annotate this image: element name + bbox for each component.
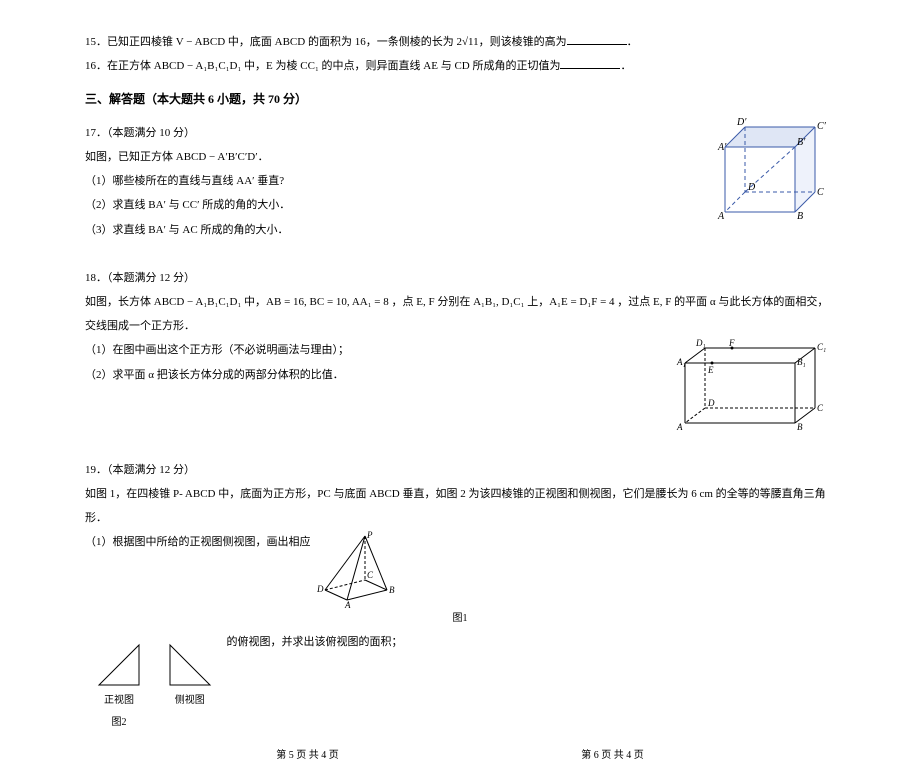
svg-text:A₁: A₁ <box>676 357 686 367</box>
svg-text:C: C <box>367 570 374 580</box>
svg-text:B₁: B₁ <box>797 357 806 367</box>
blank <box>560 57 620 69</box>
svg-text:B: B <box>389 585 395 595</box>
svg-text:C₁: C₁ <box>817 342 826 352</box>
footer-left: 第 5 页 共 4 页 <box>276 750 339 761</box>
svg-text:C: C <box>817 187 824 198</box>
question-16: 16．在正方体 ABCD − A₁B₁C₁D₁ 中，E 为棱 CC₁ 的中点，则… <box>85 54 835 78</box>
svg-text:A: A <box>676 422 683 432</box>
svg-text:A: A <box>717 211 725 222</box>
q17-sub2: （2）求直线 BA′ 与 CC′ 所成的角的大小． <box>85 193 687 217</box>
q19-lead: 如图 1，在四棱锥 P- ABCD 中，底面为正方形，PC 与底面 ABCD 垂… <box>85 482 835 530</box>
exam-page: 15．已知正四棱锥 V − ABCD 中，底面 ABCD 的面积为 16，一条侧… <box>0 0 920 767</box>
caption-fig2: 图2 <box>89 712 149 734</box>
svg-text:C: C <box>817 403 824 413</box>
caption-front: 正视图 <box>89 690 149 712</box>
q17-lead: 如图，已知正方体 ABCD − A′B′C′D′． <box>85 145 687 169</box>
svg-text:D′: D′ <box>736 117 747 128</box>
side-view-figure: 侧视图 <box>160 630 220 712</box>
q19-sub1: （1）根据图中所给的正视图侧视图，画出相应 P A B C D <box>85 530 835 608</box>
q16-text: 16．在正方体 ABCD − A₁B₁C₁D₁ 中，E 为棱 CC₁ 的中点，则… <box>85 60 560 72</box>
svg-text:F: F <box>728 338 735 348</box>
front-view-figure: 正视图 图2 <box>89 630 149 734</box>
svg-text:D: D <box>707 398 715 408</box>
q17-sub1: （1）哪些棱所在的直线与直线 AA′ 垂直? <box>85 169 687 193</box>
svg-text:B: B <box>797 422 803 432</box>
svg-text:D₁: D₁ <box>695 338 706 348</box>
question-15: 15．已知正四棱锥 V − ABCD 中，底面 ABCD 的面积为 16，一条侧… <box>85 30 835 54</box>
q15-text: 15．已知正四棱锥 V − ABCD 中，底面 ABCD 的面积为 16，一条侧… <box>85 36 567 48</box>
caption-fig1: 图1 <box>85 608 835 630</box>
svg-text:C′: C′ <box>817 121 827 132</box>
q18-sub1: （1）在图中画出这个正方形（不必说明画法与理由）； <box>85 338 645 362</box>
q18-lead: 如图，长方体 ABCD − A₁B₁C₁D₁ 中，AB = 16, BC = 1… <box>85 290 835 338</box>
svg-text:D: D <box>317 584 324 594</box>
cuboid-figure: A₁ B₁ C₁ D₁ A B C D E F <box>675 338 835 433</box>
cube-svg: A′ B′ C′ D′ A B C D <box>715 117 835 227</box>
blank <box>567 33 627 45</box>
svg-text:P: P <box>366 530 373 540</box>
q17-head: 17．（本题满分 10 分） <box>85 121 687 145</box>
pyramid-figure: P A B C D <box>317 530 417 608</box>
svg-text:D: D <box>747 182 756 193</box>
page-footer: 第 5 页 共 4 页 第 6 页 共 4 页 <box>85 745 835 767</box>
cuboid-svg: A₁ B₁ C₁ D₁ A B C D E F <box>675 338 835 433</box>
cube-figure: A′ B′ C′ D′ A B C D <box>715 117 835 227</box>
question-18: （1）在图中画出这个正方形（不必说明画法与理由）； （2）求平面 α 把该长方体… <box>85 338 835 433</box>
q18-sub2: （2）求平面 α 把该长方体分成的两部分体积的比值． <box>85 363 645 387</box>
q19-head: 19．（本题满分 12 分） <box>85 458 835 482</box>
svg-text:A: A <box>344 600 351 608</box>
svg-text:E: E <box>707 365 714 375</box>
q17-sub3: （3）求直线 BA′ 与 AC 所成的角的大小． <box>85 218 687 242</box>
section-heading: 三、解答题（本大题共 6 小题，共 70 分） <box>85 86 835 112</box>
svg-text:B′: B′ <box>797 137 806 148</box>
caption-side: 侧视图 <box>160 690 220 712</box>
svg-text:B: B <box>797 211 803 222</box>
q18-head: 18．（本题满分 12 分） <box>85 266 835 290</box>
footer-right: 第 6 页 共 4 页 <box>581 750 644 761</box>
question-17: 17．（本题满分 10 分） 如图，已知正方体 ABCD − A′B′C′D′．… <box>85 121 835 242</box>
svg-text:A′: A′ <box>717 142 727 153</box>
